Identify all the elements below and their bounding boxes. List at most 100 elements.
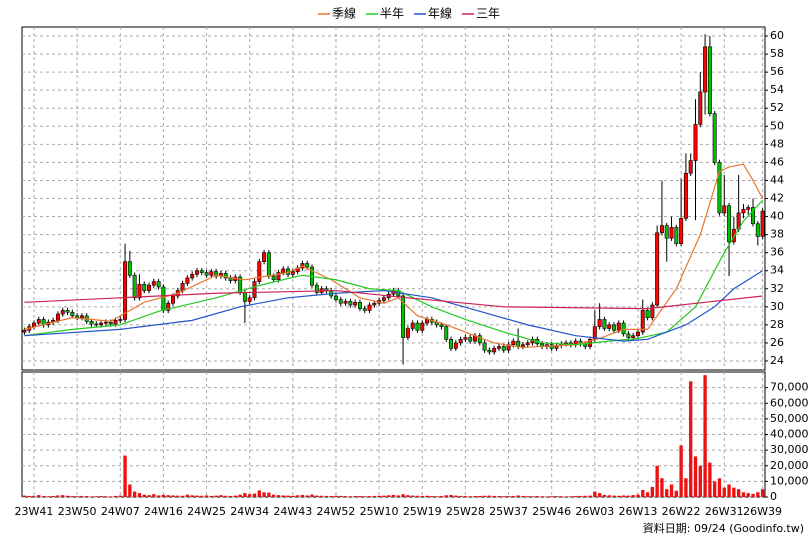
volume-bar bbox=[650, 486, 655, 497]
x-tick-label: 24W25 bbox=[187, 505, 226, 518]
y-tick-label: 30,000 bbox=[770, 443, 808, 456]
candle-body bbox=[171, 295, 175, 304]
volume-bar bbox=[156, 495, 161, 497]
y-tick-label: 24 bbox=[770, 354, 784, 367]
volume-bar bbox=[641, 489, 645, 497]
volume-bar bbox=[286, 495, 290, 497]
legend: 季線 半年 年線 三年 bbox=[318, 6, 500, 21]
volume-bar bbox=[511, 495, 516, 497]
volume-bar bbox=[473, 496, 477, 497]
volume-bar bbox=[363, 496, 367, 497]
volume-bar bbox=[679, 445, 683, 497]
volume-bar bbox=[305, 495, 309, 497]
x-tick-label: 26W03 bbox=[575, 505, 614, 518]
candle-body bbox=[659, 225, 664, 234]
candle-body bbox=[89, 320, 94, 325]
volume-bar bbox=[621, 495, 626, 497]
volume-bar bbox=[487, 495, 492, 497]
candle-body bbox=[99, 322, 104, 326]
candle-body bbox=[683, 172, 688, 219]
volume-bar bbox=[583, 495, 587, 497]
y-tick-label: 26 bbox=[770, 336, 784, 349]
volume-bar bbox=[353, 496, 357, 497]
candle-body bbox=[453, 342, 458, 349]
legend-label: 半年 bbox=[380, 7, 404, 21]
candle-body bbox=[252, 281, 257, 299]
volume-bar bbox=[224, 495, 228, 497]
y-tick-label: 40,000 bbox=[770, 428, 808, 441]
volume-bar bbox=[526, 496, 530, 497]
volume-bar bbox=[387, 495, 391, 497]
volume-bar bbox=[219, 495, 223, 497]
y-tick-label: 60 bbox=[770, 29, 784, 42]
volume-bar bbox=[674, 490, 678, 497]
volume-bar bbox=[612, 495, 616, 497]
x-tick-label: 24W16 bbox=[144, 505, 183, 518]
y-tick-label: 10,000 bbox=[770, 474, 808, 487]
candle-body bbox=[755, 223, 760, 237]
y-tick-label: 48 bbox=[770, 137, 784, 150]
volume-bar bbox=[262, 492, 266, 497]
candle-body bbox=[640, 310, 645, 333]
volume-bar bbox=[334, 495, 338, 497]
volume-bar bbox=[214, 495, 218, 497]
volume-bar bbox=[463, 496, 468, 497]
volume-bar bbox=[458, 495, 463, 497]
candle-body bbox=[703, 46, 708, 93]
x-tick-label: 23W50 bbox=[58, 505, 97, 518]
candle-body bbox=[420, 322, 425, 331]
volume-bar bbox=[51, 495, 55, 497]
candle-body bbox=[123, 261, 128, 320]
volume-bar bbox=[267, 492, 271, 497]
y-tick-label: 60,000 bbox=[770, 396, 808, 409]
y-tick-label: 58 bbox=[770, 47, 784, 60]
candle-body bbox=[626, 333, 631, 338]
volume-bar bbox=[185, 494, 190, 497]
candle-body bbox=[698, 91, 703, 125]
volume-bar bbox=[109, 496, 113, 497]
volume-bar bbox=[291, 495, 295, 497]
candle-body bbox=[511, 340, 516, 346]
volume-bar bbox=[669, 484, 674, 497]
candle-body bbox=[621, 322, 626, 335]
candle-body bbox=[242, 292, 247, 302]
volume-bar bbox=[89, 496, 94, 497]
volume-bar bbox=[693, 456, 698, 497]
volume-bar bbox=[281, 495, 285, 497]
volume-bar bbox=[113, 495, 118, 497]
volume-bar bbox=[252, 493, 257, 497]
volume-bar bbox=[377, 495, 381, 497]
candle-body bbox=[257, 261, 262, 282]
volume-bar bbox=[324, 495, 329, 497]
volume-bar bbox=[698, 465, 702, 497]
volume-bar bbox=[228, 495, 233, 497]
legend-label: 季線 bbox=[332, 6, 356, 21]
volume-bar bbox=[741, 492, 746, 497]
y-tick-label: 38 bbox=[770, 228, 784, 241]
y-tick-label: 50,000 bbox=[770, 412, 808, 425]
volume-bar bbox=[478, 495, 482, 497]
volume-bar bbox=[732, 487, 736, 497]
volume-bar bbox=[559, 496, 563, 497]
x-tick-label: 24W52 bbox=[317, 505, 356, 518]
candle-body bbox=[348, 301, 353, 306]
volume-bar bbox=[597, 493, 602, 497]
x-tick-label: 25W46 bbox=[532, 505, 571, 518]
y-tick-label: 32 bbox=[770, 282, 784, 295]
candle-body bbox=[113, 320, 118, 325]
volume-bar bbox=[396, 495, 400, 497]
volume-bar bbox=[717, 478, 722, 497]
volume-bar bbox=[137, 493, 142, 497]
volume-bar bbox=[209, 495, 214, 497]
y-tick-label: 42 bbox=[770, 192, 784, 205]
candle-body bbox=[137, 283, 142, 299]
y-tick-label: 46 bbox=[770, 155, 784, 168]
candle-body bbox=[501, 346, 506, 351]
candle-body bbox=[55, 313, 60, 321]
volume-bar bbox=[468, 496, 472, 497]
x-tick-label: 25W19 bbox=[403, 505, 442, 518]
candle-body bbox=[70, 311, 75, 317]
candle-body bbox=[262, 252, 267, 262]
candle-body bbox=[381, 297, 386, 301]
volume-bar bbox=[147, 495, 151, 497]
